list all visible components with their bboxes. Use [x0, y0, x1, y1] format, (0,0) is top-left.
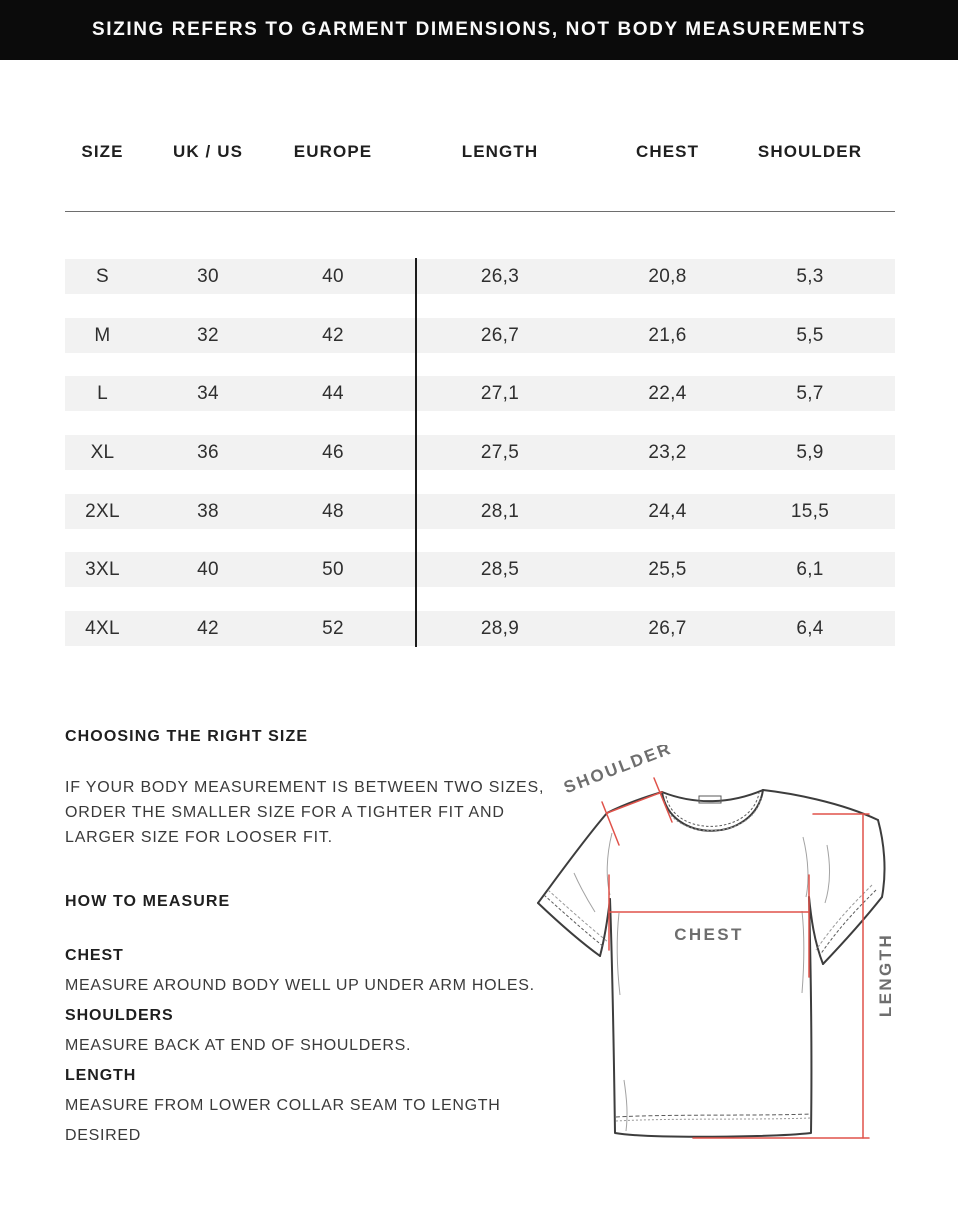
stitching-details	[543, 792, 877, 1122]
chest-diagram-label: CHEST	[674, 925, 744, 944]
cell-shoulder: 15,5	[790, 500, 830, 522]
cell-chest: 26,7	[648, 618, 687, 640]
cell-shoulder: 5,9	[796, 442, 824, 464]
cell-chest: 20,8	[648, 266, 687, 287]
cell-shoulder: 5,3	[796, 266, 824, 287]
cell-length: 28,9	[480, 618, 520, 640]
cell-europe: 48	[322, 500, 344, 522]
measure-instructions-list: CHEST MEASURE AROUND BODY WELL UP UNDER …	[65, 941, 535, 1151]
cell-length: 27,5	[480, 442, 520, 464]
cell-size: 4XL	[85, 618, 120, 640]
cell-chest: 21,6	[648, 324, 687, 346]
tshirt-measurement-diagram: SHOULDER CHEST LENGTH	[520, 745, 958, 1214]
length-diagram-label: LENGTH	[876, 933, 895, 1017]
cell-uk-us: 30	[197, 266, 219, 287]
cell-europe: 42	[322, 324, 344, 346]
cell-shoulder: 5,5	[796, 324, 824, 346]
size-table-header: SIZE UK / US EUROPE LENGTH CHEST SHOULDE…	[65, 140, 895, 164]
choosing-size-heading: CHOOSING THE RIGHT SIZE	[65, 728, 309, 745]
cell-uk-us: 36	[197, 442, 219, 464]
column-header-size: SIZE	[81, 142, 124, 161]
column-header-length: LENGTH	[461, 142, 539, 161]
cell-uk-us: 32	[197, 324, 219, 346]
choosing-size-body: IF YOUR BODY MEASUREMENT IS BETWEEN TWO …	[65, 779, 545, 846]
cell-europe: 46	[322, 442, 344, 464]
size-table-body: S 30 40 26,3 20,8 5,3 M 32 42 26,7 21,6 …	[65, 259, 895, 670]
measure-desc-length: MEASURE FROM LOWER COLLAR SEAM TO LENGTH…	[65, 1097, 501, 1144]
cell-size: M	[94, 324, 111, 346]
cell-europe: 50	[322, 559, 344, 581]
cell-length: 28,1	[480, 500, 520, 522]
measure-desc-shoulders: MEASURE BACK AT END OF SHOULDERS.	[65, 1037, 412, 1054]
cell-uk-us: 42	[197, 618, 219, 640]
cell-size: 3XL	[85, 559, 120, 581]
cell-europe: 52	[322, 618, 344, 640]
measure-label-chest: CHEST	[65, 947, 124, 964]
shoulder-diagram-label: SHOULDER	[561, 745, 675, 797]
shoulder-measure-line	[606, 791, 663, 814]
table-row: M 32 42 26,7 21,6 5,5	[65, 317, 895, 353]
cell-chest: 23,2	[648, 442, 687, 464]
cell-shoulder: 6,4	[796, 618, 824, 640]
table-row: 4XL 42 52 28,9 26,7 6,4	[65, 611, 895, 647]
cell-chest: 24,4	[648, 500, 687, 522]
cell-length: 28,5	[480, 559, 520, 581]
cell-chest: 25,5	[648, 559, 687, 581]
cell-length: 27,1	[480, 383, 520, 405]
how-to-measure-heading: HOW TO MEASURE	[65, 893, 231, 910]
measure-label-length: LENGTH	[65, 1067, 137, 1084]
cell-europe: 44	[322, 383, 344, 405]
list-item: CHEST MEASURE AROUND BODY WELL UP UNDER …	[65, 941, 535, 1001]
cell-size: S	[96, 266, 109, 287]
cell-uk-us: 38	[197, 500, 219, 522]
cell-size: 2XL	[85, 500, 120, 522]
sizing-note-banner: SIZING REFERS TO GARMENT DIMENSIONS, NOT…	[0, 0, 958, 60]
cell-chest: 22,4	[648, 383, 687, 405]
cell-size: L	[97, 383, 108, 405]
tshirt-illustration: SHOULDER CHEST LENGTH	[537, 745, 895, 1139]
list-item: SHOULDERS MEASURE BACK AT END OF SHOULDE…	[65, 1001, 535, 1061]
cell-shoulder: 6,1	[796, 559, 824, 581]
shirt-outline	[537, 789, 886, 1138]
table-row: XL 36 46 27,5 23,2 5,9	[65, 435, 895, 471]
cell-size: XL	[90, 442, 115, 464]
column-header-europe: EUROPE	[293, 142, 373, 161]
cell-length: 26,7	[480, 324, 520, 346]
banner-text: SIZING REFERS TO GARMENT DIMENSIONS, NOT…	[91, 19, 867, 40]
cell-europe: 40	[322, 266, 344, 287]
cell-uk-us: 40	[197, 559, 219, 581]
list-item: LENGTH MEASURE FROM LOWER COLLAR SEAM TO…	[65, 1061, 535, 1151]
measure-desc-chest: MEASURE AROUND BODY WELL UP UNDER ARM HO…	[65, 977, 535, 994]
column-header-chest: CHEST	[635, 142, 700, 161]
measurement-annotations	[601, 777, 870, 1139]
table-vertical-divider	[415, 258, 417, 647]
header-divider-line	[65, 211, 895, 212]
table-row: L 34 44 27,1 22,4 5,7	[65, 376, 895, 412]
column-header-shoulder: SHOULDER	[757, 142, 863, 161]
shoulder-tick-collar	[653, 777, 673, 823]
cell-shoulder: 5,7	[796, 383, 824, 405]
cell-length: 26,3	[480, 266, 520, 287]
column-header-uk-us: UK / US	[172, 142, 244, 161]
table-row: S 30 40 26,3 20,8 5,3	[65, 259, 895, 294]
measure-label-shoulders: SHOULDERS	[65, 1007, 174, 1024]
table-row: 2XL 38 48 28,1 24,4 15,5	[65, 493, 895, 529]
cell-uk-us: 34	[197, 383, 219, 405]
shoulder-tick-tip	[601, 801, 620, 846]
collar-tag	[698, 795, 722, 804]
table-row: 3XL 40 50 28,5 25,5 6,1	[65, 552, 895, 588]
